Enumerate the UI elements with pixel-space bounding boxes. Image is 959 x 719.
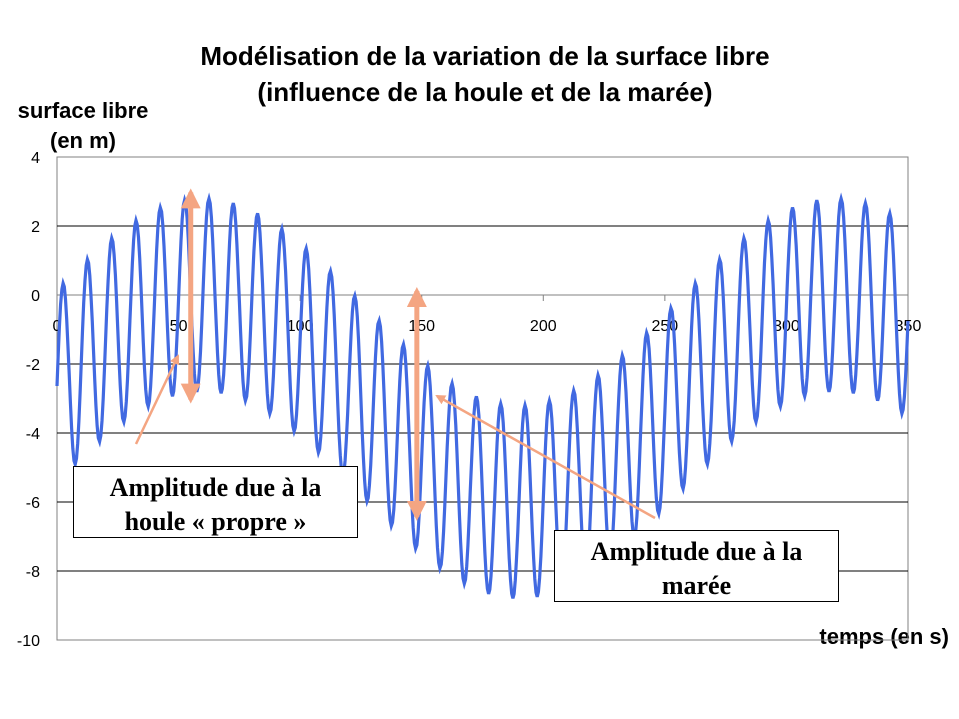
chart-title: Modélisation de la variation de la surfa… bbox=[120, 38, 850, 110]
x-tick-label: 150 bbox=[408, 318, 435, 335]
y-axis-label-line2: (en m) bbox=[50, 128, 116, 153]
x-axis-label: temps (en s) bbox=[819, 624, 949, 649]
x-tick-label: 250 bbox=[652, 318, 679, 335]
y-tick-label: -10 bbox=[17, 633, 40, 650]
y-tick-labels: 4 2 0 -2 -4 -6 -8 -10 bbox=[17, 150, 40, 650]
x-tick-label: 200 bbox=[530, 318, 557, 335]
y-tick-label: -6 bbox=[26, 495, 40, 512]
annotation-maree-box: Amplitude due à la marée bbox=[554, 530, 839, 602]
chart-title-line2: (influence de la houle et de la marée) bbox=[257, 77, 713, 107]
y-tick-label: -2 bbox=[26, 357, 40, 374]
chart-title-line1: Modélisation de la variation de la surfa… bbox=[200, 41, 770, 71]
x-tick-labels: 0 50 100 150 200 250 300 350 bbox=[53, 295, 921, 335]
houle-pointer-arrow bbox=[134, 354, 180, 445]
annotation-houle-line1: Amplitude due à la bbox=[109, 473, 322, 502]
y-tick-label: -4 bbox=[26, 426, 40, 443]
y-axis-label-line1: surface libre bbox=[17, 98, 149, 123]
maree-pointer-arrow bbox=[435, 394, 656, 520]
annotation-houle-line2: houle « propre » bbox=[124, 507, 307, 536]
plot-area bbox=[56, 156, 909, 641]
y-tick-label: 4 bbox=[31, 150, 40, 167]
y-axis-label: surface libre (en m) bbox=[8, 96, 158, 156]
y-tick-label: -8 bbox=[26, 564, 40, 581]
annotation-houle-box: Amplitude due à la houle « propre » bbox=[73, 466, 358, 538]
annotation-arrows bbox=[134, 188, 656, 521]
annotation-maree-line1: Amplitude due à la bbox=[590, 537, 803, 566]
x-tick-label: 0 bbox=[53, 318, 62, 335]
annotation-maree-line2: marée bbox=[661, 571, 732, 600]
y-tick-label: 2 bbox=[31, 219, 40, 236]
y-tick-label: 0 bbox=[31, 288, 40, 305]
